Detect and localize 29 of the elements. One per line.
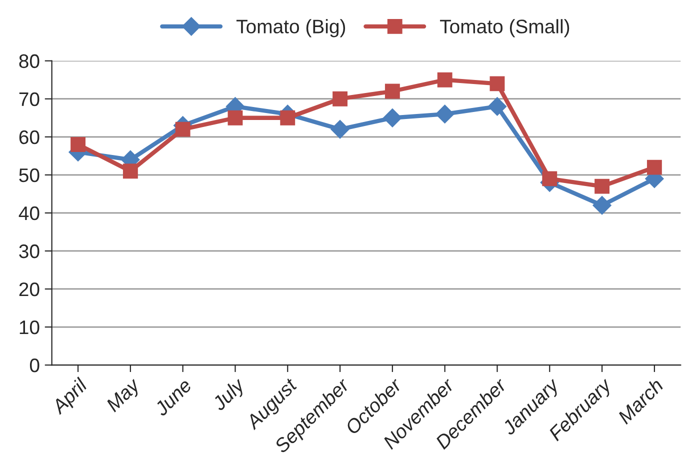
y-tick-label: 30	[19, 244, 40, 258]
point	[228, 110, 243, 126]
point	[332, 91, 348, 106]
point	[175, 122, 190, 137]
y-tick-label: 10	[20, 320, 40, 334]
point	[490, 76, 505, 92]
point	[122, 164, 138, 179]
y-tick-label: 40	[18, 206, 40, 220]
y-tick-label: 20	[19, 282, 40, 296]
point	[435, 104, 454, 124]
legend-label: Tomato (Small)	[440, 19, 570, 38]
point	[488, 97, 507, 116]
y-tick-label: 50	[19, 168, 40, 182]
y-tick-label: 70	[19, 92, 40, 106]
point	[70, 137, 86, 152]
point	[594, 178, 610, 194]
point	[437, 72, 452, 88]
y-tick-label: 0	[30, 358, 40, 372]
point	[280, 110, 296, 126]
point	[542, 171, 558, 186]
y-tick-label: 80	[19, 54, 40, 68]
y-tick-label: 60	[19, 130, 40, 144]
point	[330, 120, 350, 139]
point	[646, 160, 662, 175]
point	[592, 196, 612, 215]
point	[383, 108, 402, 128]
legend-label: Tomato (Big)	[236, 19, 346, 38]
x-tick-label: July	[210, 376, 249, 414]
point	[384, 84, 400, 99]
